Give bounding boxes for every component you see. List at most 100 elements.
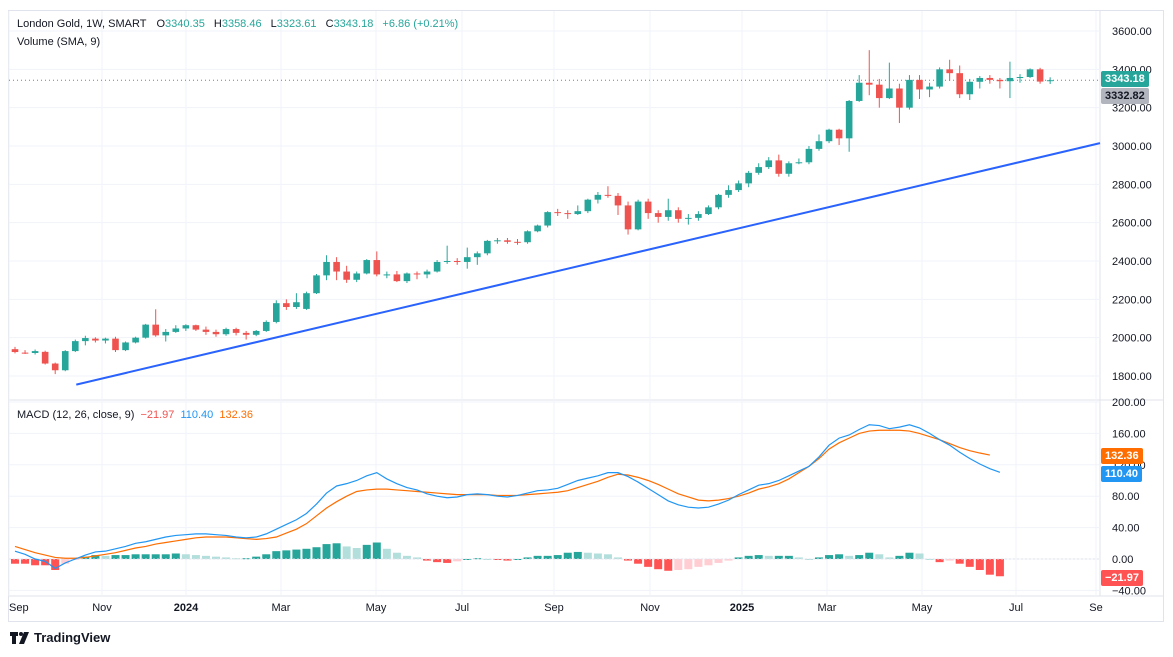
high-label: H: [213, 18, 222, 30]
candle: [453, 258, 461, 265]
macd-hist-bar: [272, 551, 281, 559]
macd-tick-label: 80.00: [1112, 491, 1140, 503]
candle-body: [192, 325, 200, 330]
macd-tick-label: 160.00: [1112, 428, 1146, 440]
macd-hist-bar: [151, 554, 160, 559]
macd-hist-bar: [11, 559, 19, 564]
macd-hist-bar: [895, 555, 904, 559]
candle: [504, 238, 511, 244]
candle: [845, 100, 853, 152]
candle: [162, 329, 170, 342]
macd-hist-bar: [453, 559, 462, 562]
candle: [654, 210, 662, 223]
candle-body: [222, 329, 230, 335]
macd-title: MACD (12, 26, close, 9): [17, 409, 135, 421]
price-pane: [9, 50, 1101, 386]
candle-body: [413, 273, 421, 275]
candle-body: [855, 82, 863, 101]
candle-body: [152, 324, 159, 336]
macd-hist-bar: [91, 555, 100, 559]
macd-hist-bar: [835, 554, 844, 559]
candle: [142, 323, 149, 339]
candle-body: [393, 274, 401, 282]
candle-body: [182, 325, 190, 329]
candle-body: [172, 328, 180, 332]
candle: [644, 198, 652, 219]
candle-body: [664, 210, 672, 217]
candle-body: [423, 271, 431, 275]
macd-hist-bar: [985, 559, 994, 575]
candle-body: [554, 212, 561, 214]
low-value: 3323.61: [276, 18, 317, 30]
price-tick-label: 2600.00: [1112, 218, 1152, 230]
candle: [1006, 61, 1014, 99]
macd-hist-bar: [332, 543, 341, 559]
macd-hist-bar: [644, 559, 653, 567]
price-tick-label: 3600.00: [1112, 26, 1152, 38]
candle-body: [986, 77, 994, 80]
macd-hist-bar: [654, 559, 663, 570]
candle: [192, 324, 200, 331]
candle: [72, 339, 79, 353]
macd-hist-bar: [282, 550, 291, 559]
candle: [705, 205, 712, 215]
candle-body: [313, 275, 320, 294]
candle: [433, 260, 441, 273]
macd-hist-bar: [784, 555, 793, 559]
macd-hist-bar: [51, 559, 60, 570]
hist-badge: −21.97: [1101, 570, 1143, 586]
candle: [584, 198, 592, 214]
macd-hist-bar: [875, 554, 884, 559]
candle: [815, 134, 823, 151]
macd-hist-bar: [523, 557, 532, 559]
macd-hist-bar: [413, 557, 421, 559]
candle-body: [1016, 77, 1024, 78]
time-tick-label: 2025: [730, 602, 754, 614]
candle: [544, 211, 551, 228]
candle-body: [966, 81, 974, 95]
candle-body: [484, 240, 491, 254]
symbol-title[interactable]: London Gold, 1W, SMART: [17, 18, 147, 30]
macd-tick-label: 0.00: [1112, 554, 1133, 566]
time-tick-label: Mar: [818, 602, 837, 614]
candle-body: [936, 69, 943, 87]
time-tick-label: Jul: [455, 602, 469, 614]
macd-hist-bar: [624, 559, 633, 561]
macd-hist-bar: [614, 557, 622, 559]
candle-body: [835, 129, 843, 139]
macd-hist-bar: [463, 559, 472, 560]
candle: [413, 271, 421, 280]
candle-body: [886, 88, 893, 99]
candle-body: [624, 205, 632, 230]
macd-tick-label: 200.00: [1112, 397, 1146, 409]
candle-body: [273, 303, 280, 322]
candle-body: [21, 352, 29, 354]
candle-body: [946, 69, 953, 74]
volume-legend[interactable]: Volume (SMA, 9): [17, 36, 103, 48]
candle-body: [524, 231, 531, 243]
candle-body: [433, 261, 441, 272]
macd-hist-bar: [382, 548, 391, 559]
candle-body: [996, 79, 1004, 82]
macd-hist-bar: [402, 555, 411, 559]
macd-hist-bar: [433, 559, 442, 563]
candle-body: [614, 195, 622, 206]
macd-hist-bar: [292, 549, 301, 559]
candle-body: [765, 160, 773, 168]
macd-hist-bar: [845, 555, 854, 559]
time-tick-label: Nov: [640, 602, 660, 614]
candle-body: [31, 351, 39, 353]
candle: [313, 274, 320, 294]
macd-hist-bar: [744, 555, 753, 559]
last-price-badge: 3343.18: [1101, 71, 1149, 87]
macd-hist-bar: [794, 557, 803, 559]
candle: [524, 230, 531, 244]
macd-legend[interactable]: MACD (12, 26, close, 9) −21.97 110.40 13…: [17, 409, 256, 421]
candle: [564, 210, 572, 219]
candle: [664, 198, 672, 221]
macd-hist-bar: [764, 555, 773, 559]
candle-body: [494, 240, 501, 242]
candle-body: [755, 167, 762, 173]
tradingview-logo[interactable]: TradingView: [10, 630, 110, 645]
